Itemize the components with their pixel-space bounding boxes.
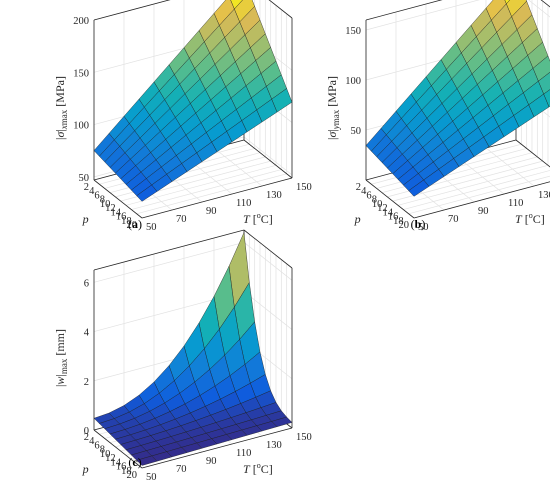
y-tick-label: 4 — [89, 436, 95, 447]
y-axis-label: p — [354, 212, 361, 226]
x-tick-label: 70 — [448, 214, 459, 225]
z-tick-label: 100 — [345, 76, 361, 87]
panel-caption: (b) — [411, 217, 426, 231]
x-tick-label: 70 — [176, 214, 187, 225]
y-tick-label: 6 — [94, 190, 99, 201]
x-tick-label: 130 — [266, 440, 282, 451]
x-tick-label: 50 — [146, 222, 157, 233]
y-tick-label: 20 — [127, 220, 138, 231]
surface-patch — [408, 179, 430, 197]
y-tick-label: 4 — [361, 186, 367, 197]
x-tick-label: 130 — [538, 190, 550, 201]
z-tick-label: 50 — [351, 126, 362, 137]
z-axis-label: |w|max [mm] — [53, 329, 69, 387]
y-tick-label: 14 — [111, 457, 122, 468]
z-tick-label: 6 — [84, 278, 89, 289]
z-axis-label: |σ|ymax [MPa] — [325, 76, 341, 140]
surface-patch — [136, 455, 158, 466]
y-tick-label: 6 — [366, 190, 371, 201]
x-tick-label: 90 — [206, 206, 217, 217]
y-tick-label: 10 — [372, 199, 383, 210]
z-tick-label: 50 — [79, 173, 90, 184]
x-tick-label: 90 — [478, 206, 489, 217]
y-tick-label: 4 — [89, 186, 95, 197]
z-tick-label: 200 — [73, 16, 89, 27]
y-tick-label: 16 — [116, 462, 127, 473]
z-tick-label: 0 — [84, 426, 89, 437]
panel-caption: (a) — [128, 217, 142, 231]
y-tick-label: 10 — [100, 199, 111, 210]
x-axis-label: T [oC] — [515, 211, 545, 226]
surface-panel-1: 50 100 150 200 50 70 90 110 130 150 2 4 6 81012141618… — [53, 0, 312, 233]
z-tick-label: 2 — [84, 377, 89, 388]
y-tick-label: 10 — [100, 449, 111, 460]
x-tick-label: 130 — [266, 190, 282, 201]
z-tick-label: 4 — [84, 328, 90, 339]
surface-panel-2: 501001505070901101301502468101214161820T… — [325, 0, 550, 233]
y-axis-label: p — [82, 212, 89, 226]
x-tick-label: 110 — [236, 198, 251, 209]
y-tick-label: 8 — [372, 195, 377, 206]
surface — [93, 231, 293, 466]
y-tick-label: 20 — [127, 470, 138, 481]
y-axis-label: p — [82, 462, 89, 476]
z-axis-label: |σ|xmax [MPa] — [53, 76, 69, 140]
x-tick-label: 150 — [296, 432, 312, 443]
z-tick-label: 150 — [73, 68, 89, 79]
surface — [365, 0, 550, 197]
y-tick-label: 16 — [388, 212, 399, 223]
y-tick-label: 8 — [100, 195, 105, 206]
x-tick-label: 50 — [418, 222, 429, 233]
y-tick-label: 2 — [84, 432, 89, 443]
surface-patch — [136, 184, 158, 202]
y-tick-label: 2 — [84, 182, 89, 193]
x-axis-label: T [oC] — [243, 461, 273, 476]
x-tick-label: 110 — [236, 448, 251, 459]
x-tick-label: 70 — [176, 464, 187, 475]
panel-caption: (c) — [128, 455, 141, 469]
y-tick-label: 2 — [356, 182, 361, 193]
z-tick-label: 100 — [73, 121, 89, 132]
y-tick-label: 18 — [121, 466, 132, 477]
y-tick-label: 18 — [121, 216, 132, 227]
y-tick-label: 12 — [105, 203, 116, 214]
surface — [93, 0, 293, 202]
x-axis-label: T [oC] — [243, 211, 273, 226]
x-tick-label: 150 — [296, 182, 312, 193]
y-tick-label: 6 — [94, 440, 99, 451]
y-tick-label: 14 — [383, 207, 394, 218]
z-tick-label: 150 — [345, 26, 361, 37]
y-tick-label: 12 — [105, 453, 116, 464]
y-tick-label: 14 — [111, 207, 122, 218]
x-tick-label: 110 — [508, 198, 523, 209]
y-tick-label: 20 — [399, 220, 410, 231]
y-tick-label: 8 — [100, 445, 105, 456]
y-tick-label: 18 — [393, 216, 404, 227]
x-tick-label: 90 — [206, 456, 217, 467]
y-tick-label: 12 — [377, 203, 388, 214]
x-tick-label: 50 — [146, 472, 157, 483]
y-tick-label: 16 — [116, 212, 127, 223]
